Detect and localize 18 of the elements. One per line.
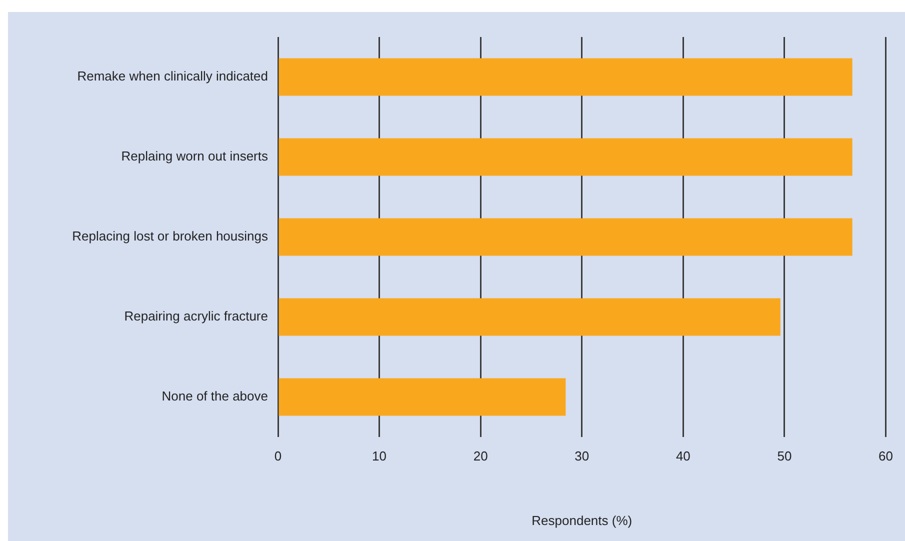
bar [278,378,566,416]
bar [278,218,852,256]
y-tick-label: Repairing acrylic fracture [124,308,268,324]
x-tick-label: 40 [676,448,690,464]
x-tick-label: 0 [274,448,282,464]
y-tick-label: None of the above [162,388,268,404]
y-tick-label: Remake when clinically indicated [77,68,268,84]
x-tick-label: 10 [372,448,387,464]
x-tick-label: 30 [574,448,590,464]
bar [278,58,852,96]
bar [278,138,852,176]
bar [278,298,780,336]
x-axis-title: Respondents (%) [532,512,632,528]
x-tick-label: 50 [777,448,792,464]
y-tick-label: Replacing lost or broken housings [72,228,268,244]
y-tick-label: Replaing worn out inserts [121,148,268,164]
x-tick-label: 60 [878,448,894,464]
x-tick-label: 20 [473,448,488,464]
